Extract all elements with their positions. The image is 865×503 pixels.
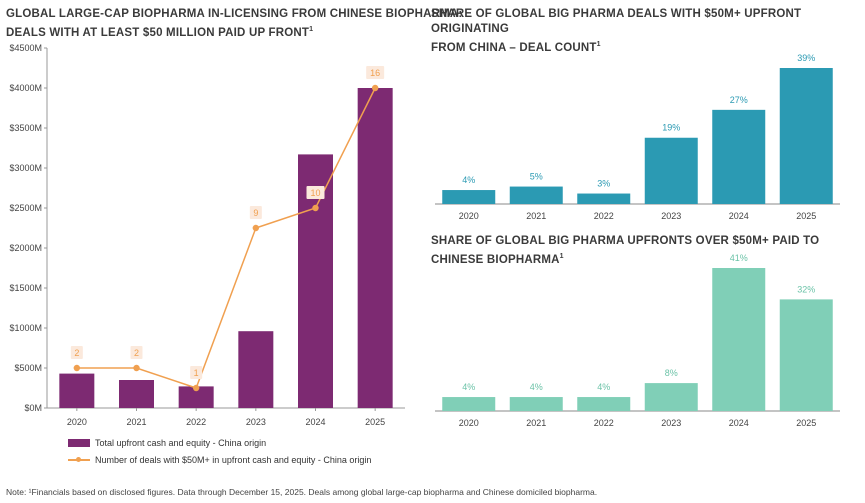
bottom-right-x-tick-label: 2020: [459, 418, 479, 428]
left-bar: [119, 380, 154, 408]
bottom-right-value-label: 4%: [462, 382, 475, 392]
bottom-right-bar: [712, 268, 766, 411]
left-title-line1: GLOBAL LARGE-CAP BIOPHARMA IN-LICENSING …: [6, 8, 463, 20]
left-deal-count-label-bg: [190, 366, 203, 379]
bottom-right-x-tick-label: 2021: [526, 418, 546, 428]
left-deal-count-label-bg: [130, 346, 143, 359]
left-x-tick-label: 2020: [67, 417, 87, 427]
left-deal-count-label: 2: [134, 348, 139, 358]
bottom-right-value-label: 32%: [797, 284, 815, 294]
left-y-tick-label: $4000M: [9, 83, 42, 93]
left-deal-count-label: 1: [194, 368, 199, 378]
left-deal-count-point: [371, 84, 379, 92]
left-y-tick-label: $1000M: [9, 323, 42, 333]
left-bar: [357, 88, 393, 408]
legend-bar-label: Total upfront cash and equity - China or…: [95, 438, 267, 448]
left-deal-count-label-bg: [70, 346, 83, 359]
left-deal-count-label: 16: [370, 68, 380, 78]
top-right-value-label: 5%: [530, 172, 543, 182]
legend-item-line: Number of deals with $50M+ in upfront ca…: [68, 455, 371, 465]
top-right-value-label: 19%: [662, 123, 680, 133]
top-right-bar: [442, 190, 496, 204]
left-bar: [238, 331, 274, 408]
left-deal-count-label-bg: [306, 186, 325, 199]
top-right-x-tick-label: 2024: [729, 211, 749, 221]
legend-bar-swatch: [68, 439, 90, 447]
left-deal-count-label-bg: [366, 66, 385, 79]
footnote: Note: ¹Financials based on disclosed fig…: [6, 487, 598, 497]
bottom-right-bar: [644, 383, 698, 411]
left-y-tick-label: $3500M: [9, 123, 42, 133]
bottom-right-x-tick-label: 2022: [594, 418, 614, 428]
left-deal-count-label: 2: [74, 348, 79, 358]
bottom-right-bar: [779, 299, 833, 411]
top-right-bar: [712, 109, 766, 204]
bottom-right-value-label: 4%: [597, 382, 610, 392]
left-y-tick-label: $4500M: [9, 43, 42, 53]
bottom-right-title-text: SHARE OF GLOBAL BIG PHARMA UPFRONTS OVER…: [431, 235, 820, 266]
left-y-tick-label: $0M: [24, 403, 42, 413]
bottom-right-value-label: 8%: [665, 368, 678, 378]
left-deal-count-label: 10: [310, 188, 320, 198]
left-title-sup: 1: [309, 26, 314, 33]
bottom-right-bar: [509, 397, 563, 411]
left-deal-count-point: [312, 204, 319, 212]
top-right-value-label: 3%: [597, 179, 610, 189]
top-right-bar: [509, 186, 563, 204]
top-right-x-tick-label: 2020: [459, 211, 479, 221]
left-x-tick-label: 2025: [365, 417, 385, 427]
bottom-right-bar: [442, 397, 496, 411]
top-right-chart-title: SHARE OF GLOBAL BIG PHARMA DEALS WITH $5…: [431, 7, 865, 56]
left-x-tick-label: 2022: [186, 417, 206, 427]
bottom-right-x-tick-label: 2025: [796, 418, 816, 428]
top-right-x-tick-label: 2022: [594, 211, 614, 221]
top-right-x-tick-label: 2021: [526, 211, 546, 221]
top-right-bar: [577, 193, 631, 204]
left-deal-count-point: [192, 384, 200, 392]
left-deal-count-point: [252, 224, 260, 232]
legend-item-bar: Total upfront cash and equity - China or…: [68, 438, 266, 448]
bottom-right-bar: [577, 397, 631, 411]
top-right-title-line1: SHARE OF GLOBAL BIG PHARMA DEALS WITH $5…: [431, 8, 802, 35]
left-chart-title: GLOBAL LARGE-CAP BIOPHARMA IN-LICENSING …: [6, 7, 462, 41]
bottom-right-chart-title: SHARE OF GLOBAL BIG PHARMA UPFRONTS OVER…: [431, 234, 865, 268]
left-deal-count-label-bg: [249, 206, 262, 219]
legend-line-label: Number of deals with $50M+ in upfront ca…: [95, 455, 372, 465]
left-x-tick-label: 2023: [246, 417, 266, 427]
top-right-value-label: 39%: [797, 53, 815, 63]
top-right-x-tick-label: 2025: [796, 211, 816, 221]
left-y-tick-label: $2000M: [9, 243, 42, 253]
top-right-bar: [644, 137, 698, 204]
top-right-bar: [779, 68, 833, 204]
legend-line-swatch: [68, 456, 90, 464]
bottom-right-title-sup: 1: [559, 253, 564, 260]
top-right-value-label: 27%: [730, 95, 748, 105]
left-bar: [59, 373, 95, 408]
left-deal-count-line: [76, 87, 376, 389]
left-deal-count-point: [133, 364, 140, 372]
left-y-tick-label: $1500M: [9, 283, 42, 293]
left-title-line2: DEALS WITH AT LEAST $50 MILLION PAID UP …: [6, 26, 310, 39]
bottom-right-x-tick-label: 2024: [729, 418, 749, 428]
left-x-tick-label: 2024: [305, 417, 325, 427]
left-y-tick-label: $2500M: [9, 203, 42, 213]
left-deal-count-point: [73, 364, 81, 372]
left-bar: [178, 386, 214, 408]
bottom-right-value-label: 41%: [730, 253, 748, 263]
left-y-tick-label: $3000M: [9, 163, 42, 173]
top-right-x-tick-label: 2023: [661, 211, 681, 221]
bottom-right-value-label: 4%: [530, 382, 543, 392]
top-right-value-label: 4%: [462, 175, 475, 185]
left-y-tick-label: $500M: [14, 363, 42, 373]
left-x-tick-label: 2021: [126, 417, 146, 427]
top-right-title-line2: FROM CHINA – DEAL COUNT: [431, 41, 597, 54]
left-deal-count-label: 9: [253, 208, 258, 218]
top-right-title-sup: 1: [596, 41, 601, 48]
bottom-right-x-tick-label: 2023: [661, 418, 681, 428]
